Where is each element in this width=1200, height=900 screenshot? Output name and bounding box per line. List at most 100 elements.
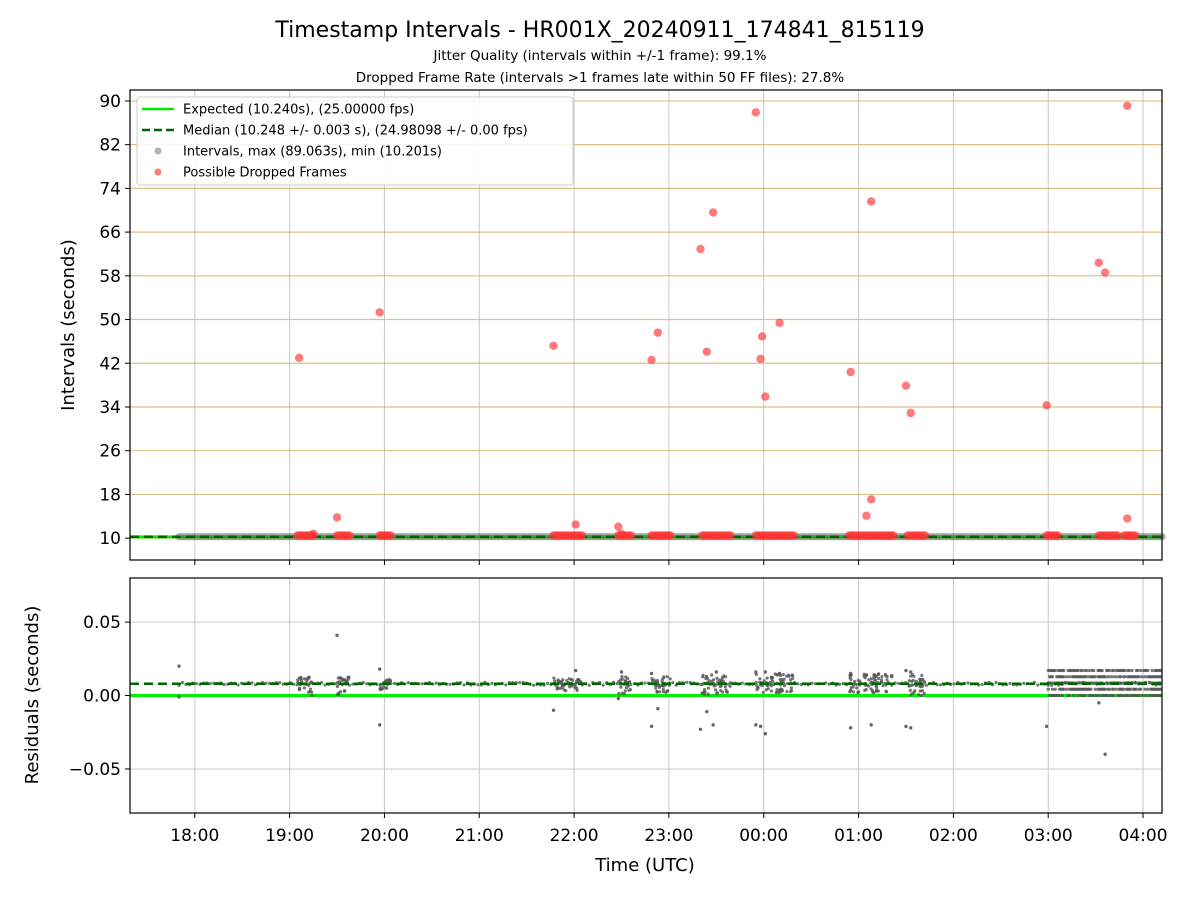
residual-point xyxy=(628,688,632,692)
residual-point xyxy=(775,687,779,692)
residual-point xyxy=(916,693,921,697)
dropped-frame-point xyxy=(1053,531,1062,540)
residual-point xyxy=(532,683,536,687)
legend-expected-label: Expected (10.240s), (25.00000 fps) xyxy=(183,103,414,118)
dropped-frame-point xyxy=(1113,531,1122,540)
residual-point xyxy=(710,679,714,683)
residual-point xyxy=(1127,668,1131,673)
residual-point xyxy=(1076,681,1080,685)
residual-point xyxy=(351,682,355,686)
residual-point xyxy=(569,677,574,682)
residual-point xyxy=(920,684,924,689)
residual-point xyxy=(769,675,773,680)
residual-outlier-point xyxy=(649,671,654,676)
legend-dropped-swatch xyxy=(154,168,162,176)
dropped-frame-point xyxy=(862,511,871,520)
dropped-frame-point xyxy=(549,341,558,350)
residual-point xyxy=(1137,693,1141,698)
dropped-frame-point xyxy=(1094,258,1103,267)
residual-point xyxy=(714,688,718,692)
residual-point xyxy=(1022,681,1026,685)
residual-point xyxy=(858,679,862,683)
residual-point xyxy=(873,678,877,682)
residual-point xyxy=(570,684,574,688)
residual-point xyxy=(553,679,557,683)
legend-intervals-swatch xyxy=(154,147,162,155)
residual-point xyxy=(378,683,383,688)
residual-point xyxy=(1103,675,1107,679)
residual-point xyxy=(1062,675,1066,679)
residual-point xyxy=(1046,687,1050,691)
residual-outlier-point xyxy=(378,723,382,727)
residuals-y-tick-label: 0.00 xyxy=(83,687,121,707)
residual-point xyxy=(1114,687,1119,691)
residual-point xyxy=(1134,681,1138,685)
residual-point xyxy=(700,691,704,695)
dropped-frame-point xyxy=(756,354,765,364)
residual-point xyxy=(1062,668,1066,673)
dropped-frame-point xyxy=(901,381,911,390)
residual-point xyxy=(765,676,769,680)
residual-point xyxy=(870,689,875,693)
dropped-frame-point xyxy=(757,332,767,341)
dropped-frame-point xyxy=(1130,531,1140,540)
residual-outlier-point xyxy=(754,670,758,674)
residual-point xyxy=(1143,687,1147,691)
residual-point xyxy=(1083,693,1087,698)
residual-point xyxy=(624,675,628,679)
residual-point xyxy=(561,684,566,688)
residual-point xyxy=(335,684,340,689)
residual-point xyxy=(307,683,311,687)
residual-point xyxy=(310,690,314,694)
intervals-plot-frame xyxy=(129,89,1163,561)
residual-point xyxy=(1119,681,1123,685)
residual-point xyxy=(664,690,668,694)
residual-outlier-point xyxy=(777,671,782,676)
residual-point xyxy=(1050,687,1055,691)
residual-point xyxy=(704,676,708,680)
residual-point xyxy=(448,682,452,686)
residual-point xyxy=(994,680,998,685)
residual-point xyxy=(876,672,880,676)
residual-point xyxy=(874,688,879,693)
residual-point xyxy=(771,680,775,684)
residual-point xyxy=(655,690,659,694)
residual-outlier-point xyxy=(763,731,768,736)
residual-point xyxy=(562,688,566,692)
x-axis-label: Time (UTC) xyxy=(594,855,695,876)
residual-outlier-point xyxy=(177,695,181,699)
residual-point xyxy=(863,688,867,692)
residual-point xyxy=(310,693,314,698)
residual-point xyxy=(1143,675,1147,679)
intervals-y-axis-label: Intervals (seconds) xyxy=(58,239,79,411)
residual-point xyxy=(365,682,369,686)
residual-point xyxy=(701,675,705,679)
residual-point xyxy=(1112,668,1116,673)
dropped-frame-point xyxy=(751,108,761,117)
residual-point xyxy=(573,685,578,689)
residual-point xyxy=(1158,693,1163,698)
residual-point xyxy=(338,690,343,694)
residual-point xyxy=(1089,687,1093,691)
residual-point xyxy=(1106,693,1110,698)
dropped-frame-point xyxy=(1042,401,1051,410)
residual-outlier-point xyxy=(698,727,703,731)
residual-point xyxy=(721,679,726,684)
residual-outlier-point xyxy=(573,668,578,673)
residual-outlier-point xyxy=(551,708,556,712)
x-tick-label: 01:00 xyxy=(834,826,883,846)
residual-point xyxy=(194,682,198,686)
chart-title: Timestamp Intervals - HR001X_20240911_17… xyxy=(274,18,924,43)
residual-point xyxy=(338,675,342,680)
residuals-y-tick-label: 0.05 xyxy=(83,613,121,633)
x-tick-label: 02:00 xyxy=(929,826,978,846)
residual-point xyxy=(740,681,744,685)
residual-point xyxy=(879,678,884,682)
residual-point xyxy=(782,677,786,681)
residual-outlier-point xyxy=(763,670,768,674)
residual-point xyxy=(345,680,349,684)
residual-point xyxy=(1146,668,1150,673)
residual-outlier-point xyxy=(711,723,715,727)
residual-point xyxy=(297,687,302,691)
